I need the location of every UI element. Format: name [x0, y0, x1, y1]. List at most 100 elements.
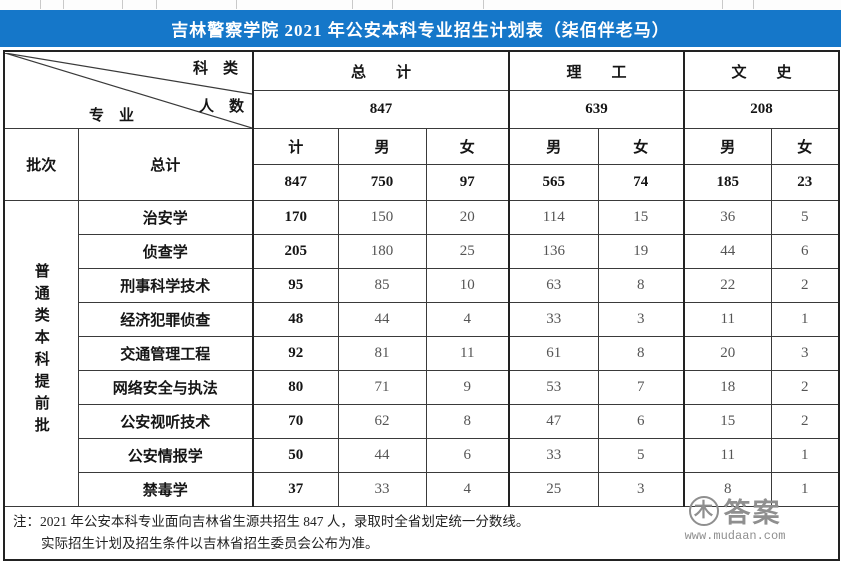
specialty-value: 95: [252, 268, 339, 303]
totals-male-science: 565: [508, 164, 599, 201]
specialty-value: 22: [683, 268, 772, 303]
specialty-name: 治安学: [77, 200, 254, 235]
specialty-value: 19: [597, 234, 686, 269]
specialty-value: 63: [508, 268, 599, 303]
header-row-sub: 批次 总计 计 男 女 男 女 男 女: [3, 128, 840, 201]
specialty-name: 经济犯罪侦查: [77, 302, 254, 337]
diagonal-lines: [5, 52, 251, 128]
specialty-value: 11: [683, 302, 772, 337]
specialty-value: 1: [770, 302, 840, 337]
admission-plan-table-wrap: 科 类 人 数 专 业 总 计 理 工 文 史 847 639 208 批次 总…: [3, 50, 841, 561]
diagonal-header-cell: 科 类 人 数 专 业: [3, 50, 254, 129]
totals-male-total: 750: [337, 164, 427, 201]
specialty-value: 1: [770, 438, 840, 473]
artifact-line: [122, 0, 123, 9]
artifact-line: [352, 0, 353, 9]
specialty-name: 公安视听技术: [77, 404, 254, 439]
artifact-line: [722, 0, 723, 9]
specialty-value: 20: [683, 336, 772, 371]
group-total-liberal-arts: 208: [683, 90, 840, 129]
table-row: 禁毒学 37 33 4 25 3 8 1: [4, 472, 840, 507]
specialty-value: 50: [252, 438, 339, 473]
watermark-logo-row: 木 答案: [677, 491, 793, 530]
title-banner: 吉林警察学院 2021 年公安本科专业招生计划表（柒佰伴老马）: [0, 10, 841, 47]
specialty-value: 4: [425, 472, 510, 507]
specialty-value: 80: [252, 370, 339, 405]
sub-header-male-science: 男: [508, 128, 599, 165]
table-row: 公安视听技术 70 62 8 47 6 15 2: [4, 404, 840, 439]
specialty-value: 20: [425, 200, 510, 235]
artifact-line: [392, 0, 393, 9]
artifact-line: [483, 0, 484, 9]
specialty-value: 114: [508, 200, 599, 235]
page-title: 吉林警察学院 2021 年公安本科专业招生计划表（柒佰伴老马）: [171, 21, 670, 40]
specialty-value: 7: [597, 370, 686, 405]
artifact-line: [63, 0, 64, 9]
header-row-group-totals: 847 639 208: [4, 90, 840, 129]
specialty-value: 53: [508, 370, 599, 405]
group-header-liberal-arts: 文 史: [683, 50, 840, 91]
sub-header-male-liberal: 男: [683, 128, 772, 165]
specialty-value: 2: [770, 404, 840, 439]
specialty-value: 44: [337, 438, 427, 473]
table-row: 公安情报学 50 44 6 33 5 11 1: [4, 438, 840, 473]
totals-female-liberal: 23: [770, 164, 840, 201]
specialty-value: 85: [337, 268, 427, 303]
specialty-value: 44: [683, 234, 772, 269]
group-header-total: 总 计: [252, 50, 510, 91]
specialty-value: 25: [508, 472, 599, 507]
specialty-value: 33: [508, 438, 599, 473]
batch-column-header: 批次: [3, 128, 79, 201]
batch-label: 普通类本科提前批: [3, 200, 79, 507]
specialty-value: 62: [337, 404, 427, 439]
corner-label-count: 人 数: [198, 98, 244, 115]
sub-header-female-science: 女: [597, 128, 686, 165]
artifact-line: [236, 0, 237, 9]
specialty-value: 5: [597, 438, 686, 473]
specialty-value: 6: [425, 438, 510, 473]
specialty-value: 61: [508, 336, 599, 371]
specialty-name: 刑事科学技术: [77, 268, 254, 303]
specialty-value: 8: [597, 336, 686, 371]
specialty-value: 33: [508, 302, 599, 337]
watermark: 木 答案 www.mudaan.com: [677, 491, 793, 543]
totals-male-liberal: 185: [683, 164, 772, 201]
batch-label-text: 普通类本科提前批: [32, 263, 49, 439]
specialty-value: 10: [425, 268, 510, 303]
specialty-value: 3: [597, 302, 686, 337]
specialty-value: 205: [252, 234, 339, 269]
table-row: 网络安全与执法 80 71 9 53 7 18 2: [4, 370, 840, 405]
specialty-value: 92: [252, 336, 339, 371]
specialty-value: 71: [337, 370, 427, 405]
specialty-value: 11: [425, 336, 510, 371]
specialty-value: 2: [770, 370, 840, 405]
table-row: 普通类本科提前批 治安学 170 150 20 114 15 36 5: [3, 200, 840, 507]
specialty-value: 4: [425, 302, 510, 337]
specialty-value: 15: [597, 200, 686, 235]
specialty-value: 3: [770, 336, 840, 371]
header-row-category: 科 类 人 数 专 业 总 计 理 工 文 史: [3, 50, 840, 129]
mudaan-logo-icon: 木: [688, 495, 719, 526]
watermark-url: www.mudaan.com: [684, 529, 786, 543]
specialty-value: 47: [508, 404, 599, 439]
admission-plan-table: 科 类 人 数 专 业 总 计 理 工 文 史 847 639 208 批次 总…: [3, 50, 841, 561]
logo-character: 木: [693, 500, 713, 521]
specialty-name: 交通管理工程: [77, 336, 254, 371]
table-row: 经济犯罪侦查 48 44 4 33 3 11 1: [4, 302, 840, 337]
specialty-value: 81: [337, 336, 427, 371]
group-total-science: 639: [508, 90, 686, 129]
totals-female-total: 97: [425, 164, 510, 201]
group-header-science: 理 工: [508, 50, 686, 91]
specialty-value: 2: [770, 268, 840, 303]
specialty-value: 25: [425, 234, 510, 269]
specialty-value: 5: [770, 200, 840, 235]
specialty-value: 33: [337, 472, 427, 507]
sub-header-ji: 计: [252, 128, 339, 165]
specialty-value: 11: [683, 438, 772, 473]
specialty-value: 48: [252, 302, 339, 337]
specialty-value: 18: [683, 370, 772, 405]
specialty-body: 普通类本科提前批 治安学 170 150 20 114 15 36 5 侦查学 205 180 25 13…: [3, 200, 840, 507]
table-row: 刑事科学技术 95 85 10 63 8 22 2: [4, 268, 840, 303]
specialty-value: 15: [683, 404, 772, 439]
